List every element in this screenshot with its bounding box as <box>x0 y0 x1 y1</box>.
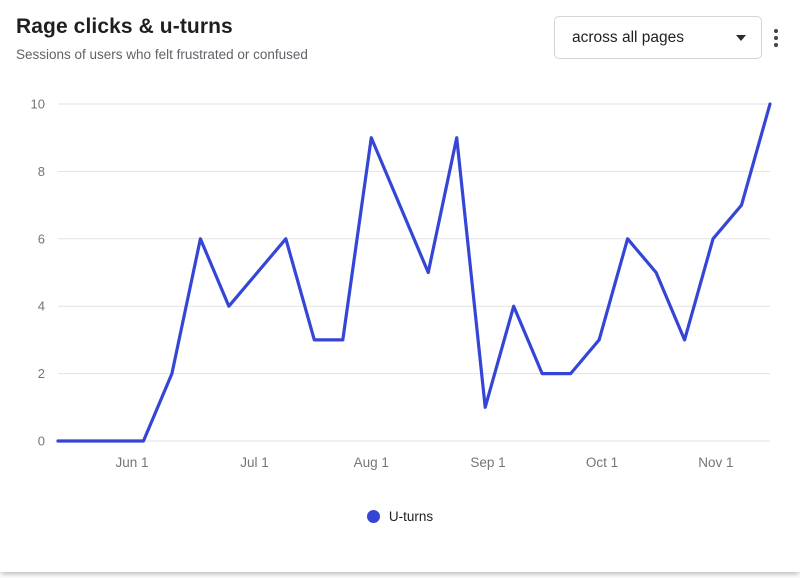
widget-header: Rage clicks & u-turns Sessions of users … <box>0 0 800 62</box>
legend-label: U-turns <box>388 509 434 524</box>
legend-item-uturns[interactable]: U-turns <box>363 507 437 526</box>
widget-controls: across all pages <box>554 16 786 59</box>
chart-area: 0 2 4 6 8 10 Jun 1 Jul 1 Aug 1 Sep 1 Oct 1 Nov 1 <box>0 74 800 479</box>
uturns-line-chart: 0 2 4 6 8 10 Jun 1 Jul 1 Aug 1 Sep 1 Oct 1 Nov 1 <box>31 97 772 470</box>
kebab-menu-icon <box>774 28 778 47</box>
widget-header-text: Rage clicks & u-turns Sessions of users … <box>16 15 308 62</box>
legend-dot <box>366 510 380 523</box>
svg-text:10: 10 <box>31 97 45 112</box>
page-filter-label: across all pages <box>572 28 685 46</box>
svg-text:Oct 1: Oct 1 <box>586 455 618 470</box>
svg-text:8: 8 <box>38 164 45 179</box>
svg-text:Sep 1: Sep 1 <box>470 455 505 470</box>
svg-text:Jun 1: Jun 1 <box>116 455 149 470</box>
widget-title: Rage clicks & u-turns <box>16 15 233 38</box>
svg-text:2: 2 <box>38 366 45 381</box>
kebab-menu-button[interactable] <box>766 20 786 56</box>
page-filter-dropdown[interactable]: across all pages <box>554 16 762 59</box>
svg-text:4: 4 <box>38 299 45 314</box>
chart-legend: U-turns <box>0 507 800 526</box>
svg-text:0: 0 <box>38 434 45 449</box>
svg-text:6: 6 <box>38 231 45 246</box>
widget-subtitle: Sessions of users who felt frustrated or… <box>16 47 308 62</box>
svg-text:Aug 1: Aug 1 <box>354 455 389 470</box>
chevron-down-icon <box>736 34 746 41</box>
svg-text:Jul 1: Jul 1 <box>240 455 269 470</box>
svg-text:Nov 1: Nov 1 <box>698 455 733 470</box>
